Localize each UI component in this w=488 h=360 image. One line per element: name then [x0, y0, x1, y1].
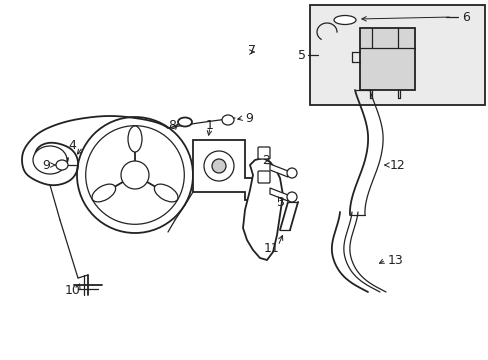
FancyBboxPatch shape [309, 5, 484, 105]
Ellipse shape [178, 117, 192, 126]
Ellipse shape [154, 184, 178, 202]
Ellipse shape [222, 115, 234, 125]
Text: 11: 11 [264, 242, 279, 255]
Circle shape [121, 161, 149, 189]
FancyBboxPatch shape [258, 147, 269, 159]
Ellipse shape [33, 146, 67, 174]
Text: 4: 4 [68, 139, 76, 152]
Circle shape [212, 159, 225, 173]
Text: 9: 9 [42, 158, 50, 171]
Circle shape [286, 192, 296, 202]
Polygon shape [243, 158, 283, 260]
Text: 2: 2 [262, 153, 269, 166]
FancyBboxPatch shape [258, 171, 269, 183]
Text: 12: 12 [389, 158, 405, 171]
Ellipse shape [333, 15, 355, 24]
Text: 8: 8 [168, 118, 176, 131]
Polygon shape [269, 188, 287, 201]
Circle shape [286, 168, 296, 178]
Circle shape [203, 151, 234, 181]
Text: 1: 1 [205, 118, 213, 131]
Text: 7: 7 [247, 44, 256, 57]
Text: 5: 5 [297, 49, 305, 62]
Circle shape [77, 117, 193, 233]
Text: 3: 3 [275, 195, 284, 208]
Polygon shape [193, 140, 259, 200]
Ellipse shape [128, 126, 142, 152]
Text: 10: 10 [65, 284, 81, 297]
Text: 13: 13 [387, 253, 403, 266]
Text: 9: 9 [244, 112, 252, 125]
Polygon shape [269, 164, 287, 177]
Text: 6: 6 [461, 10, 469, 23]
Ellipse shape [92, 184, 115, 202]
FancyBboxPatch shape [359, 28, 414, 90]
Circle shape [85, 126, 184, 224]
Ellipse shape [56, 160, 68, 170]
